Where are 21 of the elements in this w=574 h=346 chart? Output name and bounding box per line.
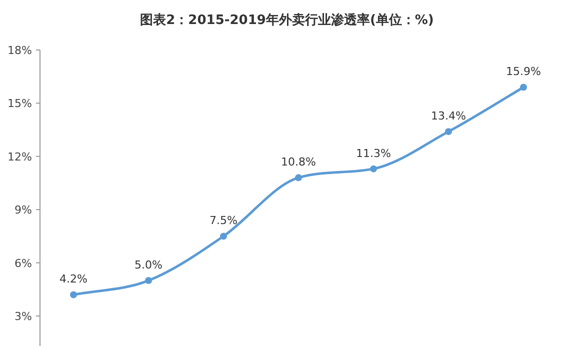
data-label: 7.5% [210,214,238,228]
y-tick-label: 6% [14,256,32,270]
y-tick-label: 3% [14,310,32,323]
data-label: 4.2% [60,272,88,286]
data-label: 13.4% [431,110,466,123]
data-label: 11.3% [356,146,391,160]
data-label: 10.8% [281,156,316,169]
y-tick-label: 9% [14,204,32,217]
point [295,174,302,182]
point [145,277,152,284]
chart-title: 图表2：2015-2019年外卖行业渗透率(单位：%) [140,12,434,28]
y-tick-label: 12% [8,150,32,164]
y-tick-label: 18% [8,44,32,57]
point [70,291,77,298]
point [520,84,527,91]
data-label: 15.9% [506,65,541,78]
y-tick-label: 15% [8,97,32,110]
point [370,165,377,172]
data-label: 5.0% [134,258,162,272]
point [220,232,227,240]
point [445,128,452,136]
